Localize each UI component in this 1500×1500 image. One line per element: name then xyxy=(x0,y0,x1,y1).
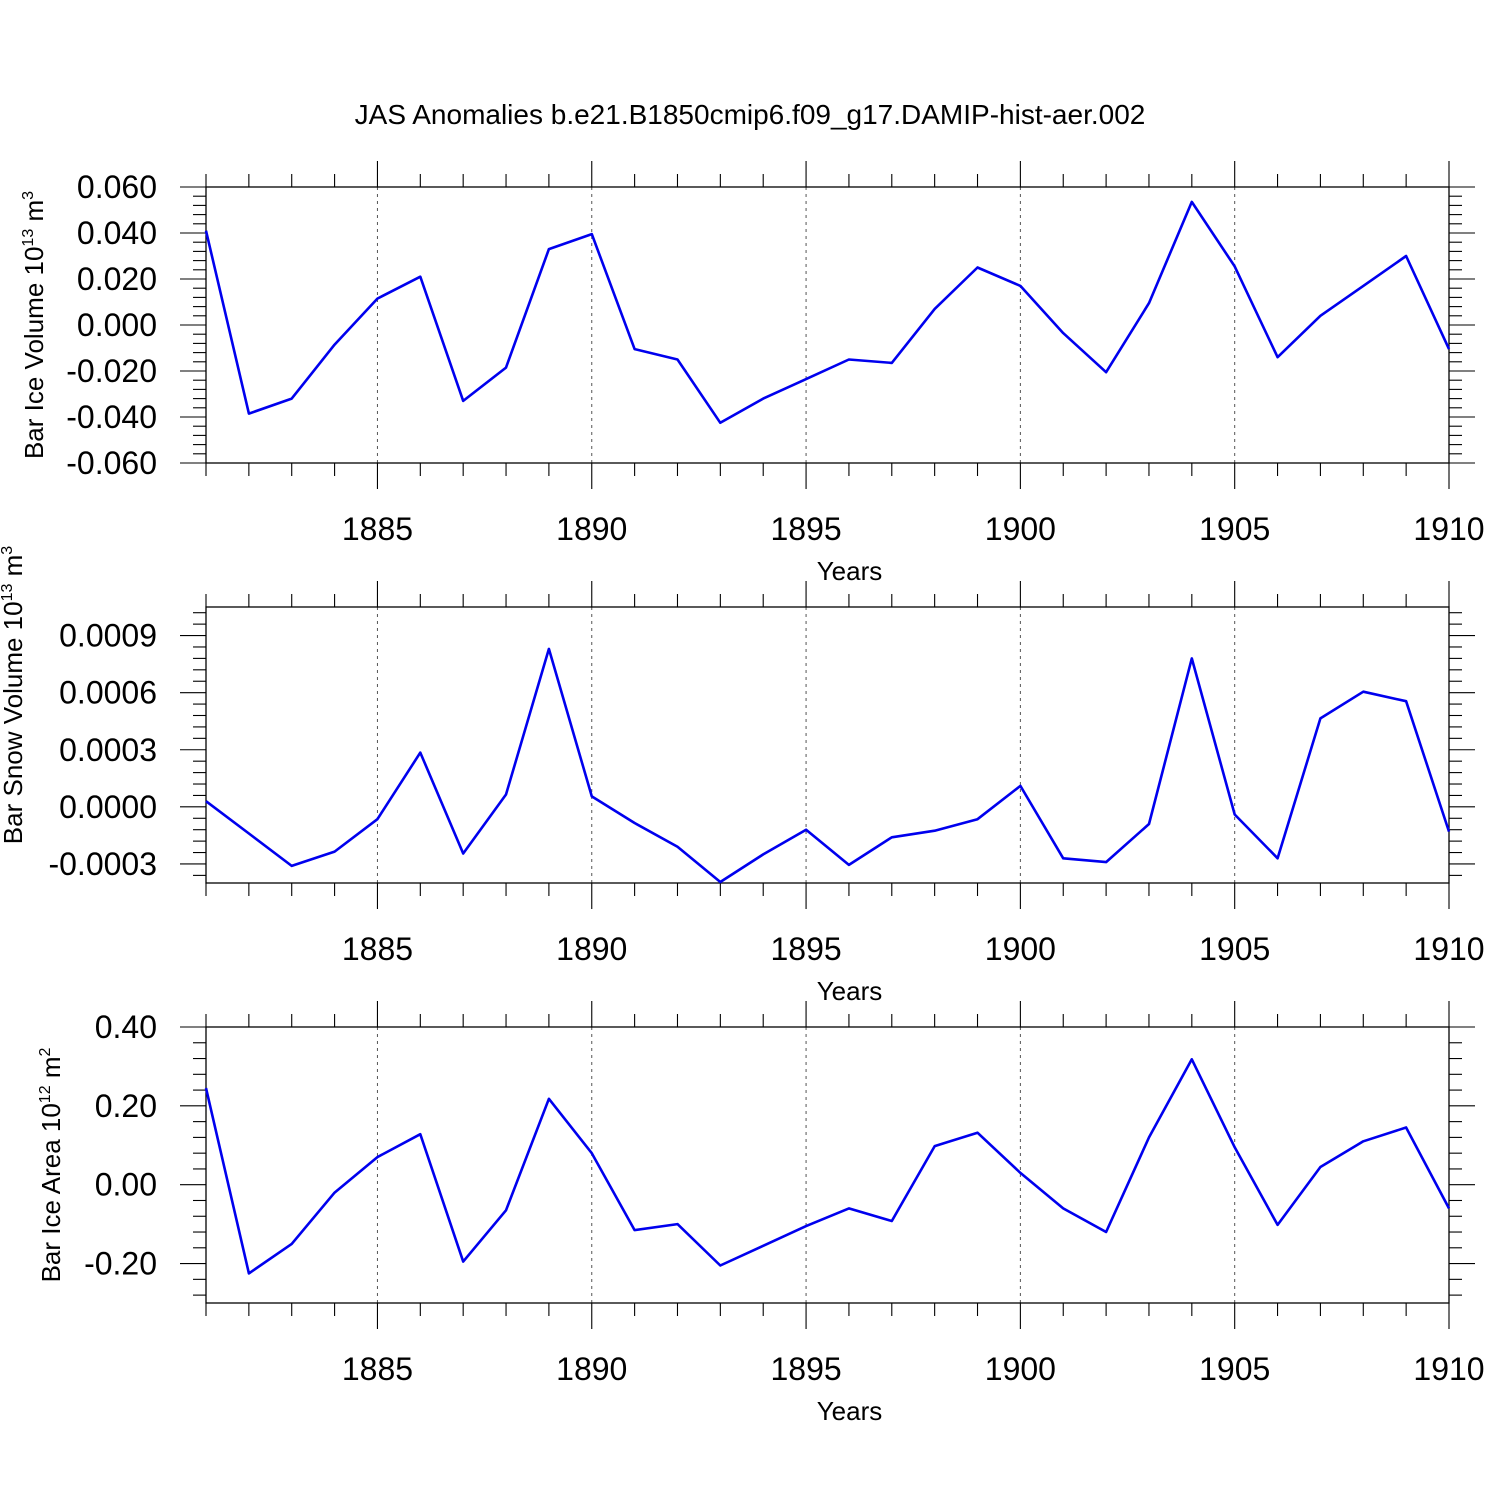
x-tick-label: 1905 xyxy=(1199,1351,1270,1387)
x-tick-label: 1910 xyxy=(1413,1351,1484,1387)
y-tick-label: -0.20 xyxy=(84,1246,157,1282)
x-tick-label: 1900 xyxy=(985,511,1056,547)
x-tick-label: 1900 xyxy=(985,1351,1056,1387)
y-tick-label: 0.20 xyxy=(95,1088,157,1124)
x-tick-label: 1900 xyxy=(985,931,1056,967)
x-axis-title: Years xyxy=(817,1396,883,1426)
y-tick-label: -0.040 xyxy=(66,399,157,435)
x-tick-label: 1905 xyxy=(1199,931,1270,967)
y-axis-title: Bar Ice Volume 1013 m3 xyxy=(19,191,49,459)
x-tick-label: 1910 xyxy=(1413,931,1484,967)
plot-frame xyxy=(205,1026,1450,1304)
y-tick-label: 0.060 xyxy=(77,169,157,205)
y-tick-label: -0.060 xyxy=(66,445,157,481)
x-tick-label: 1910 xyxy=(1413,511,1484,547)
series-line xyxy=(204,200,1451,425)
y-tick-label: 0.020 xyxy=(77,261,157,297)
y-tick-label: 0.00 xyxy=(95,1167,157,1203)
figure-title: JAS Anomalies b.e21.B1850cmip6.f09_g17.D… xyxy=(355,99,1146,130)
plot-frame xyxy=(205,606,1450,884)
y-axis-title: Bar Ice Area 1012 m2 xyxy=(36,1047,66,1282)
panel-3: 1885 1890 1895 1900 1905 1910 -0.20 0.00 0.20 0.4… xyxy=(36,1001,1485,1426)
x-axis-title: Years xyxy=(817,976,883,1006)
y-tick-label: 0.0000 xyxy=(59,789,157,825)
x-tick-label: 1885 xyxy=(342,931,413,967)
y-tick-label: 0.000 xyxy=(77,307,157,343)
y-tick-label: 0.40 xyxy=(95,1009,157,1045)
x-axis-title: Years xyxy=(817,556,883,586)
x-tick-label: 1890 xyxy=(556,1351,627,1387)
x-tick-label: 1890 xyxy=(556,511,627,547)
panel-2: 1885 1890 1895 1900 1905 1910 -0.0003 0.0000 0.0… xyxy=(0,546,1485,1006)
x-tick-label: 1885 xyxy=(342,1351,413,1387)
x-tick-label: 1895 xyxy=(770,931,841,967)
y-tick-label: 0.0009 xyxy=(59,618,157,654)
y-tick-label: 0.0003 xyxy=(59,732,157,768)
y-tick-label: -0.0003 xyxy=(48,846,157,882)
x-tick-label: 1905 xyxy=(1199,511,1270,547)
x-tick-label: 1895 xyxy=(770,511,841,547)
x-tick-label: 1890 xyxy=(556,931,627,967)
y-tick-label: 0.040 xyxy=(77,215,157,251)
x-tick-label: 1885 xyxy=(342,511,413,547)
y-tick-label: 0.0006 xyxy=(59,675,157,711)
y-tick-label: -0.020 xyxy=(66,353,157,389)
x-tick-label: 1895 xyxy=(770,1351,841,1387)
series-line xyxy=(205,647,1451,884)
panels: 1885 1890 1895 1900 1905 1910 -0.060 -0.040 -0.0… xyxy=(0,161,1485,1426)
series-line xyxy=(204,1058,1451,1275)
panel-1: 1885 1890 1895 1900 1905 1910 -0.060 -0.040 -0.0… xyxy=(19,161,1485,586)
y-axis-title: Bar Snow Volume 1013 m3 xyxy=(0,546,28,845)
